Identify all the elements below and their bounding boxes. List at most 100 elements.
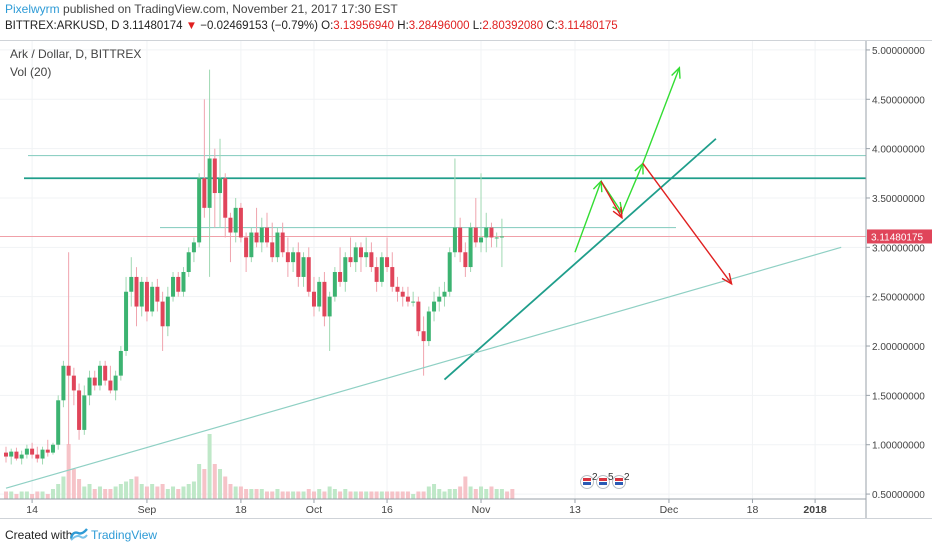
- candle-down: [92, 377, 97, 386]
- candle-up: [426, 311, 431, 342]
- last-price-badge: [867, 229, 932, 244]
- candle-up: [113, 375, 118, 391]
- red-projection-arrow-head: [612, 206, 623, 220]
- volume-bar: [155, 486, 160, 499]
- volume-bar: [348, 491, 353, 499]
- volume-bar: [306, 489, 311, 499]
- event-marker-count: 5: [608, 472, 614, 483]
- volume-bar: [421, 491, 426, 499]
- volume-bar: [103, 489, 108, 499]
- symbol-label: BITTREX:ARKUSD, D: [5, 20, 120, 32]
- candle-down: [4, 452, 8, 457]
- candle-down: [212, 158, 217, 194]
- candle-up: [452, 227, 457, 253]
- volume-bar: [358, 491, 363, 499]
- volume-bar: [311, 491, 316, 499]
- time-tick-label: 14: [26, 504, 38, 516]
- volume-bar: [322, 491, 327, 499]
- candle-up: [499, 236, 504, 238]
- candle-up: [50, 444, 55, 453]
- price-tick-label: 2.00000000: [872, 342, 925, 353]
- time-tick-label: Sep: [138, 504, 157, 516]
- down-triangle-icon: ▼: [185, 20, 198, 32]
- price-axis-bg: [866, 41, 932, 519]
- candle-up: [40, 449, 45, 459]
- price-tick-label: 1.50000000: [872, 391, 925, 402]
- volume-bar: [212, 464, 217, 499]
- volume-bar: [19, 491, 24, 499]
- event-flag-icon[interactable]: 2: [612, 472, 631, 489]
- candle-down: [270, 242, 275, 258]
- event-flag-icon[interactable]: 2: [580, 472, 599, 489]
- volume-bar: [426, 486, 431, 499]
- volume-bar: [24, 491, 29, 499]
- trendline-support-upper: [443, 138, 717, 381]
- candle-down: [338, 272, 343, 282]
- candle-up: [97, 365, 102, 386]
- candle-down: [30, 448, 35, 455]
- volume-bar: [416, 491, 421, 499]
- candle-up: [191, 242, 196, 253]
- price-tick-label: 2.50000000: [872, 293, 925, 304]
- candle-down: [390, 267, 395, 287]
- volume-bar: [134, 476, 139, 499]
- volume-bar: [197, 464, 202, 499]
- event-flag-icon[interactable]: 5: [596, 472, 615, 489]
- candle-up: [291, 252, 296, 263]
- volume-bar: [463, 476, 468, 499]
- volume-bar: [390, 491, 395, 499]
- candle-up: [479, 237, 484, 243]
- candle-down: [374, 267, 379, 282]
- volume-bar: [56, 484, 61, 499]
- candle-down: [489, 227, 494, 238]
- candle-down: [144, 281, 149, 312]
- volume-bar: [139, 484, 144, 499]
- close-value: 3.11480175: [557, 20, 618, 32]
- tradingview-brand[interactable]: TradingView: [91, 528, 158, 542]
- volume-bar: [124, 481, 129, 499]
- volume-bar: [447, 489, 452, 499]
- volume-bar: [458, 486, 463, 499]
- candle-up: [332, 272, 337, 297]
- volume-bar: [191, 481, 196, 499]
- candle-down: [405, 296, 410, 302]
- trendline-support-lower: [5, 246, 842, 489]
- author-link[interactable]: Pixelwyrm: [5, 2, 60, 16]
- candle-down: [238, 207, 243, 238]
- volume-bar: [50, 489, 55, 499]
- volume-bar: [108, 489, 113, 499]
- volume-bar: [353, 491, 358, 499]
- volume-bar: [238, 486, 243, 499]
- volume-bar: [479, 486, 484, 499]
- volume-bar: [254, 489, 259, 499]
- volume-bar: [484, 489, 489, 499]
- volume-bar: [432, 484, 437, 499]
- candle-up: [379, 257, 384, 282]
- green-projection-arrow: [574, 180, 602, 253]
- candle-up: [468, 227, 473, 268]
- red-projection-arrow: [600, 180, 623, 219]
- volume-bar: [233, 486, 238, 499]
- volume-bar: [489, 486, 494, 499]
- green-projection-arrow: [621, 163, 644, 214]
- candle-down: [463, 252, 468, 268]
- volume-bar: [244, 489, 249, 499]
- volume-bar: [494, 489, 499, 499]
- volume-bar: [369, 491, 374, 499]
- candle-down: [155, 286, 160, 302]
- candle-up: [317, 281, 322, 307]
- candle-down: [134, 276, 139, 307]
- event-flag-stripe: [615, 478, 623, 481]
- volume-bar: [395, 491, 400, 499]
- candle-down: [223, 178, 228, 218]
- publish-header: Pixelwyrm published on TradingView.com, …: [5, 2, 398, 16]
- volume-bar: [405, 491, 410, 499]
- horizontal-levels: [0, 154, 866, 237]
- red-projection-arrow-head: [721, 272, 733, 286]
- price-tick-label: 1.00000000: [872, 441, 925, 452]
- last-price: 3.11480174: [122, 20, 183, 32]
- candle-down: [35, 454, 40, 459]
- tradingview-logo-icon[interactable]: [69, 527, 88, 544]
